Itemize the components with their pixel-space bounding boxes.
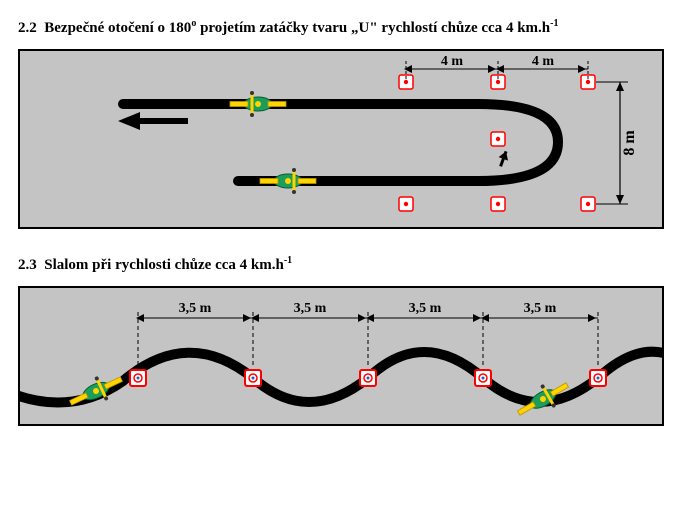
svg-text:3,5 m: 3,5 m: [524, 301, 557, 316]
svg-text:3,5 m: 3,5 m: [294, 301, 327, 316]
uturn-diagram: 4 m 4 m 8 m: [18, 49, 664, 229]
section-2-2-heading: 2.2 Bezpečné otočení o 180o projetím zat…: [18, 18, 664, 37]
title-part-2: projetím zatáčky tvaru „U" rychlostí chů…: [196, 20, 550, 36]
title-sup-2: -1: [550, 18, 558, 29]
title-part-1: Bezpečné otočení o 180: [44, 20, 191, 36]
section-2-3-heading: 2.3 Slalom při rychlosti chůze cca 4 km.…: [18, 255, 664, 274]
title-part-1: Slalom při rychlosti chůze cca 4 km.h: [44, 257, 284, 273]
svg-text:8 m: 8 m: [621, 130, 638, 156]
svg-text:3,5 m: 3,5 m: [179, 301, 212, 316]
section-number: 2.3: [18, 257, 37, 273]
svg-text:4 m: 4 m: [441, 54, 464, 69]
svg-text:3,5 m: 3,5 m: [409, 301, 442, 316]
slalom-diagram: 3,5 m 3,5 m 3,5 m 3,5 m: [18, 286, 664, 426]
svg-text:4 m: 4 m: [532, 54, 555, 69]
section-number: 2.2: [18, 20, 37, 36]
title-sup-1: -1: [284, 255, 292, 266]
